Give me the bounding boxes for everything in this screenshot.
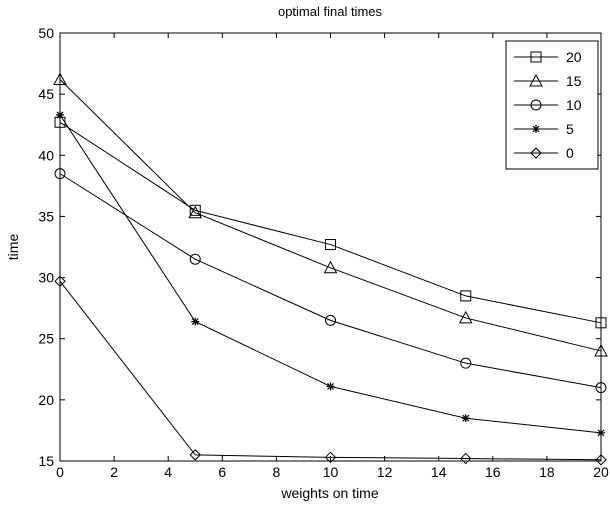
y-tick-label: 35 [38,208,54,224]
legend-marker [530,147,542,159]
legend-entry: 0 [514,145,574,161]
series-15 [53,72,608,357]
legend-marker [530,51,542,63]
y-tick-label: 45 [38,86,54,102]
legend-entry: 20 [514,49,582,65]
x-tick-label: 0 [56,464,64,480]
y-axis-label: time [5,234,21,261]
series-layer [53,72,608,466]
data-point [460,357,472,369]
y-tick-label: 40 [38,147,54,163]
legend-label: 5 [566,121,574,137]
data-point [323,260,338,274]
data-point [54,275,66,287]
legend-entry: 15 [514,73,582,89]
x-tick-label: 10 [323,464,339,480]
legend-marker [530,99,542,111]
data-point [595,382,607,394]
legend-label: 15 [566,73,582,89]
series-line [59,280,602,461]
x-axis-label: weights on time [280,485,378,501]
data-point [324,451,337,464]
x-tick-label: 20 [593,464,609,480]
y-tick-label: 30 [38,270,54,286]
data-point [326,382,335,391]
y-tick-label: 25 [38,331,54,347]
x-tick-label: 2 [110,464,118,480]
data-point [325,314,336,326]
data-point [458,310,473,324]
series-line [59,121,602,324]
legend-label: 0 [566,145,574,161]
x-tick-label: 8 [273,464,281,480]
data-point [56,110,64,119]
x-tick-label: 4 [164,464,172,480]
data-point [325,239,336,251]
series-10 [54,168,607,394]
data-point [189,253,201,265]
data-point [54,168,66,180]
x-tick-label: 14 [431,464,447,480]
data-point [189,449,201,461]
x-tick-label: 12 [377,464,393,480]
legend-entry: 10 [514,97,582,113]
data-point [460,452,472,465]
data-point [189,204,201,216]
legend-entry: 5 [514,121,574,137]
data-point [597,428,605,437]
x-tick-label: 18 [539,464,555,480]
legend-marker [529,73,543,87]
legend-label: 10 [566,97,582,113]
series-20 [54,116,607,329]
data-point [188,205,203,219]
y-tick-label: 50 [38,25,54,41]
data-point [460,290,472,302]
data-point [595,454,607,466]
legend-label: 20 [566,49,582,65]
x-tick-label: 6 [218,464,226,480]
series-line [59,79,602,352]
x-tick-label: 16 [485,464,501,480]
chart-title: optimal final times [278,4,383,19]
x-axis: 0 2 4 6 8 10 12 14 16 18 20 [56,33,609,480]
data-point [53,72,67,85]
series-0 [54,275,607,466]
series-line [59,173,602,389]
series-5 [56,110,605,437]
y-tick-label: 20 [38,392,54,408]
data-point [595,317,607,329]
data-point [461,414,470,423]
y-tick-label: 15 [38,453,54,469]
data-point [191,317,200,326]
legend: 20 15 10 5 0 [505,40,599,170]
data-point [594,343,608,357]
legend-marker [532,125,540,133]
